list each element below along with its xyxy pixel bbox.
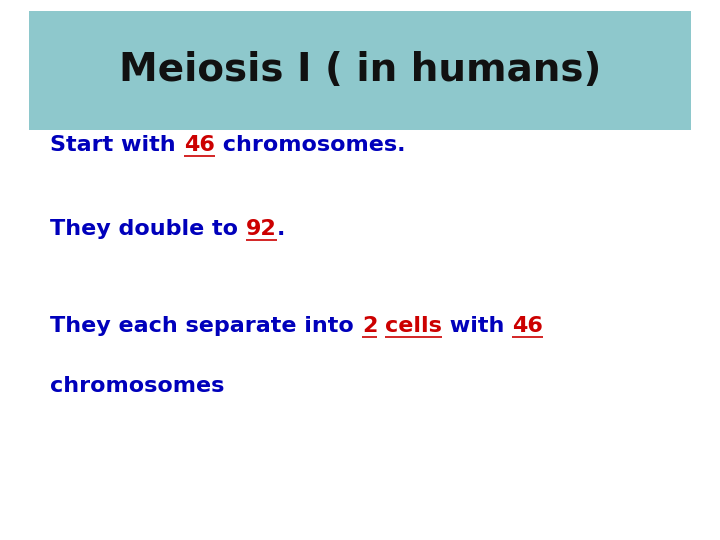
Text: chromosomes: chromosomes [50, 375, 225, 395]
Text: 92: 92 [246, 219, 277, 239]
Text: Meiosis I ( in humans): Meiosis I ( in humans) [119, 51, 601, 89]
Text: 46: 46 [184, 135, 215, 155]
Text: chromosomes.: chromosomes. [215, 135, 405, 155]
Text: with: with [442, 316, 512, 336]
Text: They double to: They double to [50, 219, 246, 239]
Text: .: . [277, 219, 285, 239]
Text: cells: cells [385, 316, 442, 336]
Text: 46: 46 [512, 316, 543, 336]
Text: 2: 2 [362, 316, 377, 336]
Text: They each separate into: They each separate into [50, 316, 362, 336]
FancyBboxPatch shape [29, 11, 691, 130]
Text: Start with: Start with [50, 135, 184, 155]
